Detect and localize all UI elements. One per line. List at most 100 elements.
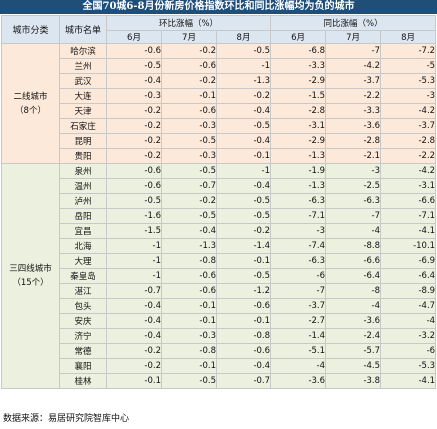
city-name: 桂林	[59, 373, 107, 389]
city-name: 包头	[59, 298, 107, 314]
yoy-value-cell: -7	[325, 43, 382, 59]
mom-value-cell: -0.6	[106, 178, 162, 194]
yoy-value-cell: -2.9	[270, 73, 327, 89]
mom-value-cell: -0.5	[161, 208, 217, 224]
table-row: 大理 -1 -0.8 -0.1 -6.3 -6.6 -6.9	[2, 253, 437, 269]
yoy-value-cell: -3.7	[270, 298, 327, 314]
yoy-value-cell: -2.8	[380, 133, 437, 149]
mom-value-cell: -0.4	[215, 103, 272, 119]
table-row: 泸州 -0.5 -0.2 -0.5 -6.3 -6.3 -6.6	[2, 193, 437, 209]
yoy-value-cell: -2.8	[270, 103, 327, 119]
header-mom-aug: 8月	[215, 30, 272, 44]
yoy-value-cell: -5.7	[325, 343, 382, 359]
city-name: 北海	[59, 238, 107, 254]
city-name: 武汉	[59, 73, 107, 89]
yoy-value-cell: -6.9	[380, 253, 437, 269]
mom-value-cell: -0.2	[106, 358, 162, 374]
mom-value-cell: -0.6	[161, 58, 217, 74]
yoy-value-cell: -4	[325, 223, 382, 239]
mom-value-cell: -0.4	[215, 178, 272, 194]
mom-value-cell: -0.1	[215, 148, 272, 164]
yoy-value-cell: -3.7	[325, 73, 382, 89]
mom-value-cell: -1	[215, 163, 272, 179]
city-name: 哈尔滨	[59, 43, 107, 59]
yoy-value-cell: -4	[380, 313, 437, 329]
table-row: 温州 -0.6 -0.7 -0.4 -1.3 -2.5 -3.1	[2, 178, 437, 194]
mom-value-cell: -0.3	[106, 88, 162, 104]
yoy-value-cell: -8.9	[380, 283, 437, 299]
city-name: 宜昌	[59, 223, 107, 239]
yoy-value-cell: -7.1	[270, 208, 327, 224]
yoy-value-cell: -2.2	[325, 88, 382, 104]
mom-value-cell: -0.1	[215, 253, 272, 269]
yoy-value-cell: -6.4	[325, 268, 382, 284]
yoy-value-cell: -3.6	[325, 313, 382, 329]
table-body: 二线城市 （8个） 哈尔滨 -0.6 -0.2 -0.5 -6.8 -7 -7.2 兰州 -0.5-…	[1, 43, 437, 389]
mom-value-cell: -1	[106, 268, 162, 284]
mom-value-cell: -0.2	[215, 223, 272, 239]
yoy-value-cell: -7.2	[380, 43, 437, 59]
city-name: 常德	[59, 343, 107, 359]
table-row: 安庆 -0.4 -0.1 -0.1 -2.7 -3.6 -4	[2, 313, 437, 329]
city-tier-name: 二线城市	[13, 91, 48, 102]
city-name: 泉州	[59, 163, 107, 179]
mom-value-cell: -0.5	[215, 118, 272, 134]
table-row: 北海 -1 -1.3 -1.4 -7.4 -8.8 -10.1	[2, 238, 437, 254]
yoy-value-cell: -5.3	[380, 358, 437, 374]
yoy-value-cell: -6.8	[270, 43, 327, 59]
mom-value-cell: -0.2	[106, 343, 162, 359]
city-name: 大连	[59, 88, 107, 104]
mom-value-cell: -0.2	[161, 193, 217, 209]
mom-value-cell: -1	[215, 58, 272, 74]
yoy-value-cell: -6	[270, 268, 327, 284]
mom-value-cell: -0.5	[215, 193, 272, 209]
mom-value-cell: -0.5	[106, 58, 162, 74]
yoy-value-cell: -3	[325, 163, 382, 179]
mom-value-cell: -0.4	[215, 358, 272, 374]
mom-value-cell: -0.1	[106, 373, 162, 389]
mom-value-cell: -0.4	[106, 328, 162, 344]
yoy-value-cell: -5.1	[270, 343, 327, 359]
yoy-value-cell: -6.3	[325, 193, 382, 209]
city-name: 石家庄	[59, 118, 107, 134]
table-row: 三四线城市 （15个） 泉州 -0.6 -0.5 -1 -1.9 -3 -4.2	[1, 163, 437, 389]
yoy-value-cell: -4.2	[380, 163, 437, 179]
mom-value-cell: -0.2	[161, 73, 217, 89]
yoy-value-cell: -2.2	[380, 148, 437, 164]
yoy-value-cell: -4.5	[325, 358, 382, 374]
yoy-value-cell: -1.3	[270, 178, 327, 194]
yoy-value-cell: -4.2	[325, 58, 382, 74]
table-row: 岳阳 -1.6 -0.5 -0.5 -7.1 -7 -7.1	[2, 208, 437, 224]
yoy-value-cell: -5.3	[380, 73, 437, 89]
yoy-value-cell: -4.1	[380, 373, 437, 389]
header-category: 城市分类	[1, 15, 60, 44]
city-tier-count: （8个）	[15, 105, 46, 116]
city-tier-count: （15个）	[12, 278, 49, 288]
mom-value-cell: -0.8	[161, 253, 217, 269]
mom-value-cell: -0.1	[161, 298, 217, 314]
table-row: 济宁 -0.4 -0.3 -0.8 -1.4 -2.4 -3.2	[2, 328, 437, 344]
table-row: 宜昌 -1.5 -0.4 -0.2 -3 -4 -4.1	[2, 223, 437, 239]
table-row: 昆明 -0.2 -0.5 -0.4 -2.9 -2.8 -2.8	[2, 133, 437, 149]
mom-value-cell: -0.3	[161, 148, 217, 164]
mom-value-cell: -1.4	[215, 238, 272, 254]
city-name: 安庆	[59, 313, 107, 329]
mom-value-cell: -0.8	[215, 328, 272, 344]
mom-value-cell: -0.1	[215, 313, 272, 329]
yoy-value-cell: -1.3	[270, 148, 327, 164]
header-yoy-group: 同比涨幅（%）	[270, 15, 437, 31]
mom-value-cell: -0.6	[106, 43, 162, 59]
yoy-value-cell: -5	[380, 58, 437, 74]
mom-value-cell: -0.4	[106, 73, 162, 89]
city-name: 济宁	[59, 328, 107, 344]
mom-value-cell: -0.5	[215, 208, 272, 224]
yoy-value-cell: -6	[380, 343, 437, 359]
table-row: 兰州 -0.5 -0.6 -1 -3.3 -4.2 -5	[2, 58, 437, 74]
mom-value-cell: -0.4	[106, 313, 162, 329]
yoy-value-cell: -3.1	[380, 178, 437, 194]
mom-value-cell: -0.4	[215, 133, 272, 149]
city-name: 温州	[59, 178, 107, 194]
mom-value-cell: -0.5	[161, 373, 217, 389]
city-tier-label: 二线城市 （8个）	[1, 43, 60, 164]
yoy-value-cell: -7	[270, 283, 327, 299]
